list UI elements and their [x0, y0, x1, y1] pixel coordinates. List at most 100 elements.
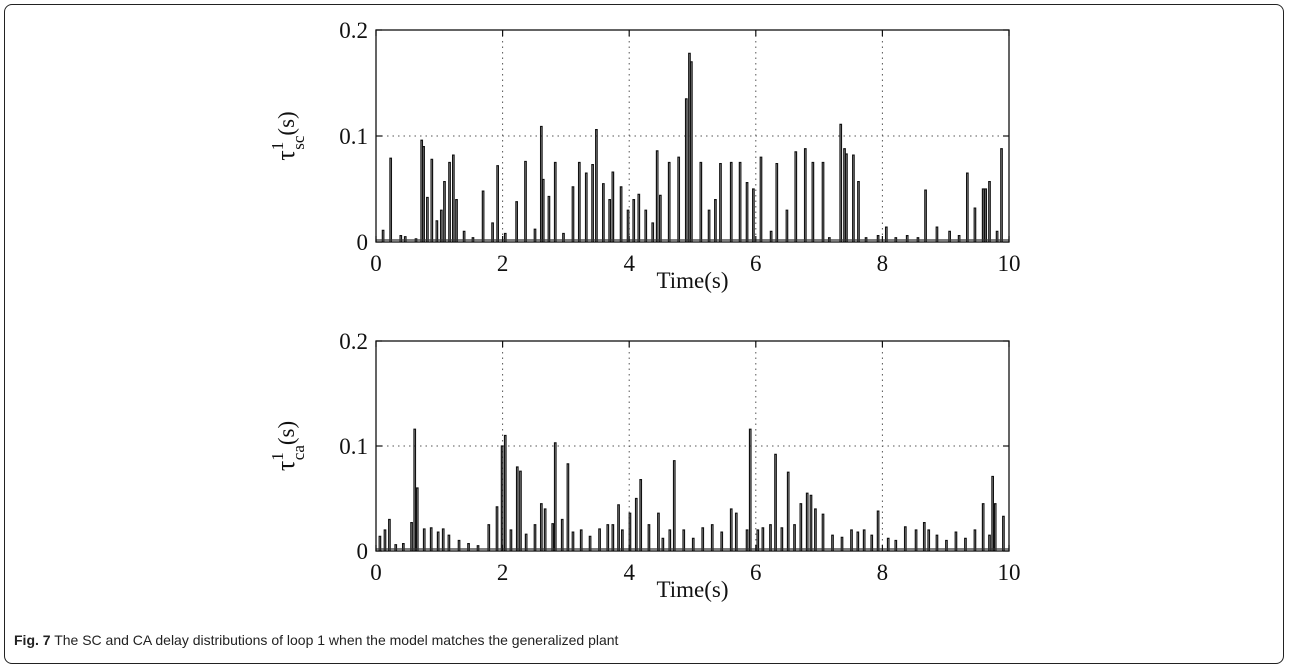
data-spike — [410, 522, 413, 551]
data-spike — [699, 161, 703, 242]
data-spike — [981, 188, 985, 242]
data-spike — [476, 545, 480, 551]
y-tick-label: 0.2 — [339, 329, 368, 354]
data-spike — [539, 125, 543, 242]
data-spike — [457, 539, 461, 551]
data-spike — [707, 209, 711, 242]
data-spike — [524, 533, 528, 551]
data-spike — [566, 463, 570, 551]
data-spike — [785, 209, 789, 242]
y-tick-label: 0.1 — [339, 124, 368, 149]
data-spike — [691, 537, 695, 551]
data-spike — [551, 523, 555, 551]
data-spike — [988, 180, 991, 242]
data-spike — [426, 196, 429, 242]
data-spike — [809, 494, 813, 551]
x-tick-label: 4 — [623, 251, 635, 276]
data-spike — [378, 535, 382, 551]
data-spike — [988, 534, 991, 551]
data-spike — [761, 527, 765, 551]
data-spike — [651, 222, 655, 242]
data-spike — [843, 148, 846, 242]
data-spike — [984, 188, 988, 242]
data-spike — [720, 531, 724, 551]
data-spike — [745, 529, 749, 551]
data-spike — [448, 161, 451, 242]
data-spike — [584, 172, 588, 242]
data-spike — [729, 508, 733, 551]
caption-label: Fig. 7 — [14, 632, 51, 648]
data-spike — [429, 527, 433, 551]
data-spike — [608, 199, 612, 242]
data-spike — [677, 156, 681, 242]
data-spike — [602, 183, 605, 242]
data-spike — [682, 529, 686, 551]
data-spike — [876, 235, 880, 242]
data-spike — [748, 428, 752, 551]
data-spike — [611, 171, 615, 242]
data-spike — [803, 148, 807, 242]
data-spike — [667, 161, 671, 242]
data-spike — [981, 503, 985, 551]
data-spike — [381, 229, 385, 242]
data-spike — [413, 428, 417, 551]
data-spike — [496, 165, 500, 242]
data-spike — [606, 524, 610, 551]
x-tick-label: 2 — [497, 560, 509, 585]
data-spike — [845, 153, 848, 242]
data-spike — [571, 186, 575, 242]
data-spike — [965, 172, 969, 242]
data-spike — [793, 524, 796, 551]
data-spike — [805, 492, 809, 551]
y-label-symbol: τ — [271, 461, 300, 471]
data-spike — [579, 529, 583, 551]
data-spike — [632, 199, 636, 242]
x-tick-label: 0 — [370, 251, 382, 276]
data-spike — [701, 527, 705, 551]
y-tick-label: 0.2 — [339, 18, 368, 43]
data-spike — [927, 529, 931, 551]
y-label-suffix: (s) — [274, 421, 299, 445]
data-spike — [491, 222, 494, 242]
data-spike — [935, 534, 939, 551]
data-spike — [964, 537, 967, 551]
data-spike — [856, 531, 860, 551]
data-spike — [571, 531, 575, 551]
data-spike — [515, 201, 518, 242]
y-label-suffix: (s) — [274, 111, 299, 135]
figure-caption: Fig. 7 The SC and CA delay distributions… — [14, 632, 1274, 648]
data-spike — [617, 504, 620, 551]
data-spike — [821, 161, 825, 242]
data-spike — [738, 161, 742, 242]
data-spike — [756, 529, 760, 551]
data-spike — [553, 442, 557, 551]
data-spike — [441, 528, 445, 551]
data-spike — [814, 508, 817, 551]
data-spike — [799, 503, 803, 551]
data-spike — [626, 209, 630, 242]
data-spike — [973, 207, 977, 242]
data-spike — [543, 508, 547, 551]
y-label-symbol: τ — [271, 150, 300, 160]
caption-text: The SC and CA delay distributions of loo… — [54, 632, 619, 648]
data-spike — [759, 156, 763, 242]
data-spike — [831, 534, 834, 551]
data-spike — [647, 524, 651, 551]
data-spike — [435, 220, 439, 242]
data-spike — [821, 513, 825, 551]
data-spike — [690, 61, 693, 242]
data-spike — [383, 529, 387, 551]
data-spike — [519, 470, 522, 551]
data-spike — [745, 182, 749, 242]
data-spike — [655, 150, 659, 242]
x-tick-label: 6 — [750, 251, 762, 276]
data-spike — [924, 189, 927, 242]
data-spike — [500, 445, 504, 551]
data-spike — [775, 162, 779, 242]
data-spike — [515, 466, 519, 551]
data-spike — [794, 151, 798, 242]
data-spike — [839, 123, 843, 242]
data-spike — [935, 226, 939, 242]
y-label-superscript: 1 — [268, 452, 287, 461]
